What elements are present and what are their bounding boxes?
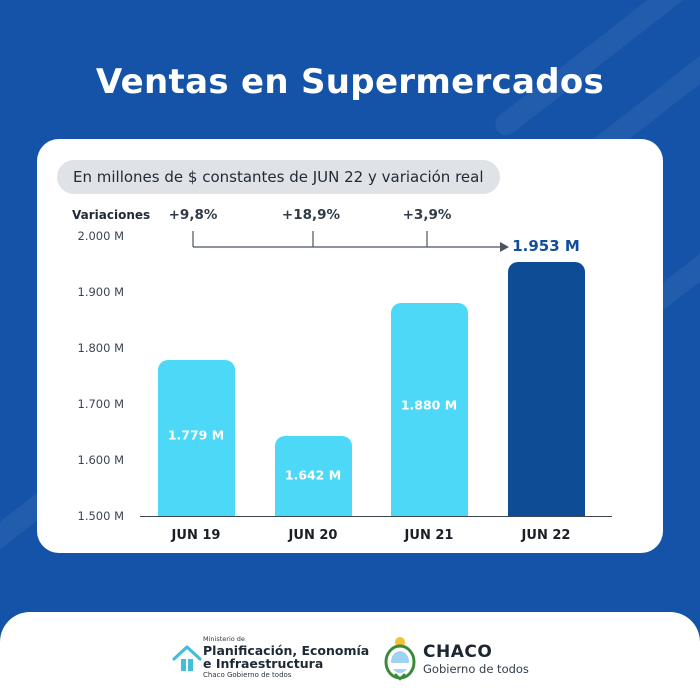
y-tick-label: 1.700 M — [77, 397, 125, 411]
variation-value-1: +9,8% — [168, 207, 218, 223]
variation-value-3: +3,9% — [402, 207, 452, 223]
ministry-name-line2: e Infraestructura — [203, 656, 324, 671]
provincial-seal-icon — [384, 637, 416, 681]
y-tick-label: 1.800 M — [77, 341, 125, 355]
chart-subtitle: En millones de $ constantes de JUN 22 y … — [57, 160, 500, 194]
bar-jun-21 — [390, 303, 468, 516]
ministry-tagline: Chaco Gobierno de todos — [203, 671, 292, 679]
house-icon — [172, 645, 202, 671]
x-tick-label: JUN 21 — [404, 528, 454, 543]
ministry-name-line1: Planificación, Economía — [203, 643, 370, 658]
variation-value-2: +18,9% — [281, 207, 341, 223]
y-tick-label: 1.600 M — [77, 453, 125, 467]
bar-jun-22 — [507, 262, 585, 516]
page-title: Ventas en Supermercados — [95, 62, 605, 102]
bar-jun-19 — [157, 359, 235, 516]
chaco-name: CHACO — [423, 642, 493, 662]
y-tick-label: 1.900 M — [77, 285, 125, 299]
variations-label: Variaciones — [72, 208, 151, 222]
bar-value-label-highlight: 1.953 M — [512, 237, 580, 256]
x-tick-label: JUN 20 — [288, 528, 338, 543]
footer-bar — [0, 612, 700, 700]
ministry-small-text: Ministerio de — [203, 635, 245, 643]
x-axis-line — [140, 516, 612, 517]
bar-value-label: 1.880 M — [400, 397, 458, 413]
bar-value-label: 1.642 M — [284, 467, 342, 483]
y-tick-label: 2.000 M — [77, 229, 125, 243]
bar-jun-20 — [274, 436, 352, 516]
x-tick-label: JUN 22 — [521, 528, 571, 543]
x-tick-label: JUN 19 — [171, 528, 221, 543]
y-tick-label: 1.500 M — [77, 509, 125, 523]
bar-value-label: 1.779 M — [167, 427, 225, 443]
chaco-tagline: Gobierno de todos — [423, 662, 529, 676]
arrow-head-icon — [500, 242, 509, 252]
